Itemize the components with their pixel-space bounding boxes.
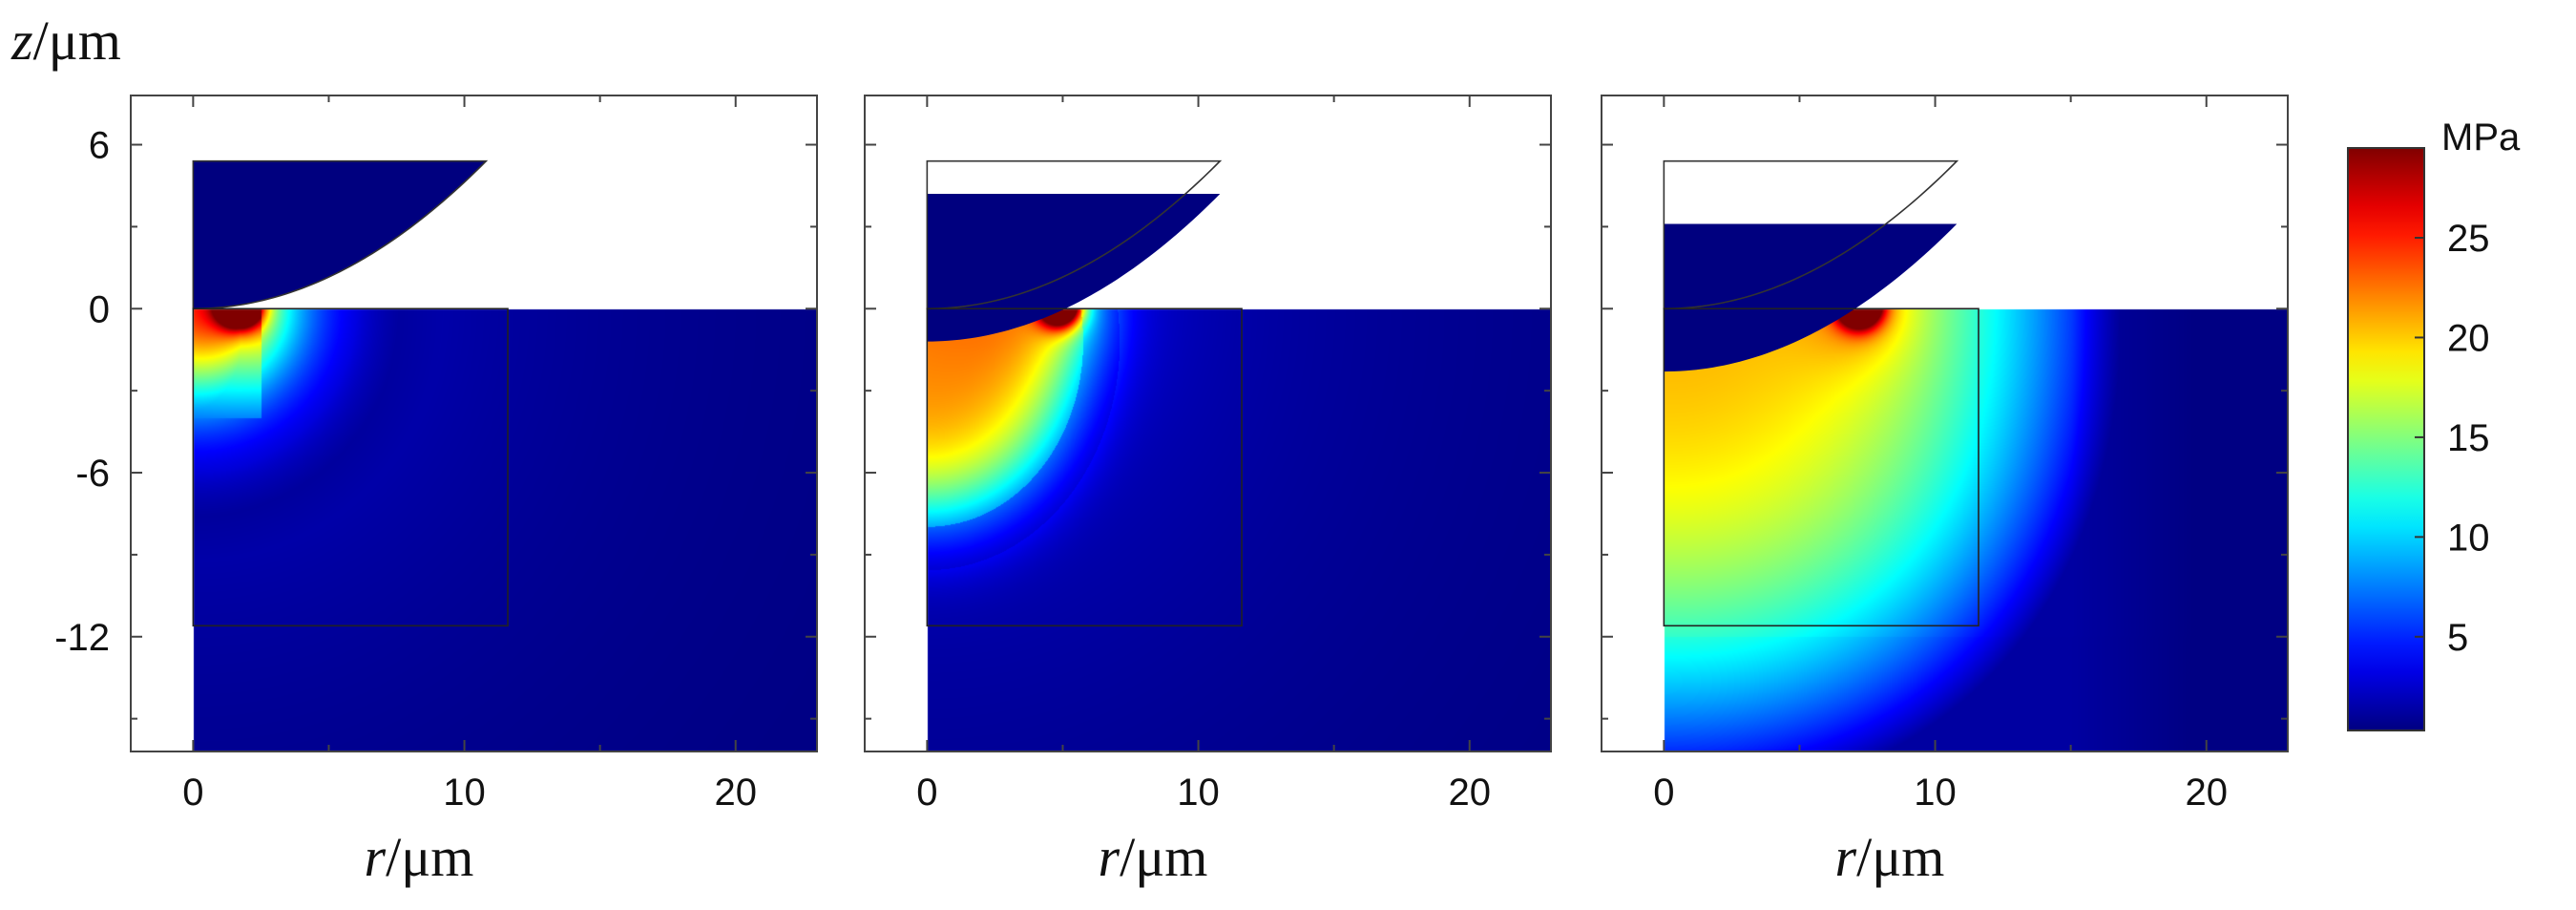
colorbar: 5 10 15 20 25 MPa	[2347, 116, 2521, 731]
x-tick-label: 0	[916, 772, 937, 814]
colorbar-tick-label: 20	[2447, 317, 2490, 359]
x-axis-label: r/μm	[365, 826, 474, 888]
initial-indenter-outline	[192, 159, 489, 310]
indenter	[193, 160, 487, 309]
colorbar-tick-label: 15	[2447, 417, 2490, 459]
y-tick-label: 0	[89, 288, 110, 330]
x-tick-label: 10	[1914, 772, 1957, 814]
panels-layer: 0 10 20 r/μm 6 0 -6 -12 0 10 20 r/μm 0 10 20 r/μm	[54, 95, 2289, 888]
y-tick-label: -12	[54, 617, 110, 659]
x-tick-label: 0	[1653, 772, 1674, 814]
panel-1: 0 10 20 r/μm 6 0 -6 -12	[54, 95, 818, 888]
panel-2: 0 10 20 r/μm	[864, 95, 1552, 888]
axis-labels: z/μm	[10, 10, 121, 72]
panel-frame	[1601, 95, 2289, 752]
x-axis-label: r/μm	[1835, 826, 1945, 888]
x-tick-label: 20	[2185, 772, 2228, 814]
colorbar-tick-label: 10	[2447, 517, 2490, 559]
indenter	[927, 194, 1221, 342]
colorbar-tick-label: 25	[2447, 218, 2490, 260]
panel-frame	[864, 95, 1552, 752]
inner-domain-box	[926, 307, 1243, 627]
indenter	[1664, 223, 1958, 372]
y-axis-label: z/μm	[10, 10, 121, 72]
colorbar-tick-label: 5	[2447, 617, 2468, 659]
y-tick-label: 6	[89, 125, 110, 167]
colorbar-gradient	[2347, 147, 2425, 731]
panel-3: 0 10 20 r/μm	[1601, 95, 2289, 888]
initial-indenter-outline	[926, 159, 1223, 310]
inner-domain-box	[192, 307, 509, 627]
y-tick-label: -6	[75, 453, 110, 495]
panel-frame	[130, 95, 818, 752]
x-tick-label: 10	[1177, 772, 1220, 814]
inner-domain-box	[1663, 307, 1979, 627]
stress-field-heatmap	[1602, 95, 2288, 751]
x-tick-label: 20	[714, 772, 757, 814]
initial-indenter-outline	[1663, 159, 1959, 310]
x-axis-label: r/μm	[1099, 826, 1208, 888]
x-tick-label: 0	[182, 772, 203, 814]
x-tick-label: 20	[1448, 772, 1491, 814]
colorbar-unit: MPa	[2441, 116, 2521, 159]
x-tick-label: 10	[443, 772, 486, 814]
